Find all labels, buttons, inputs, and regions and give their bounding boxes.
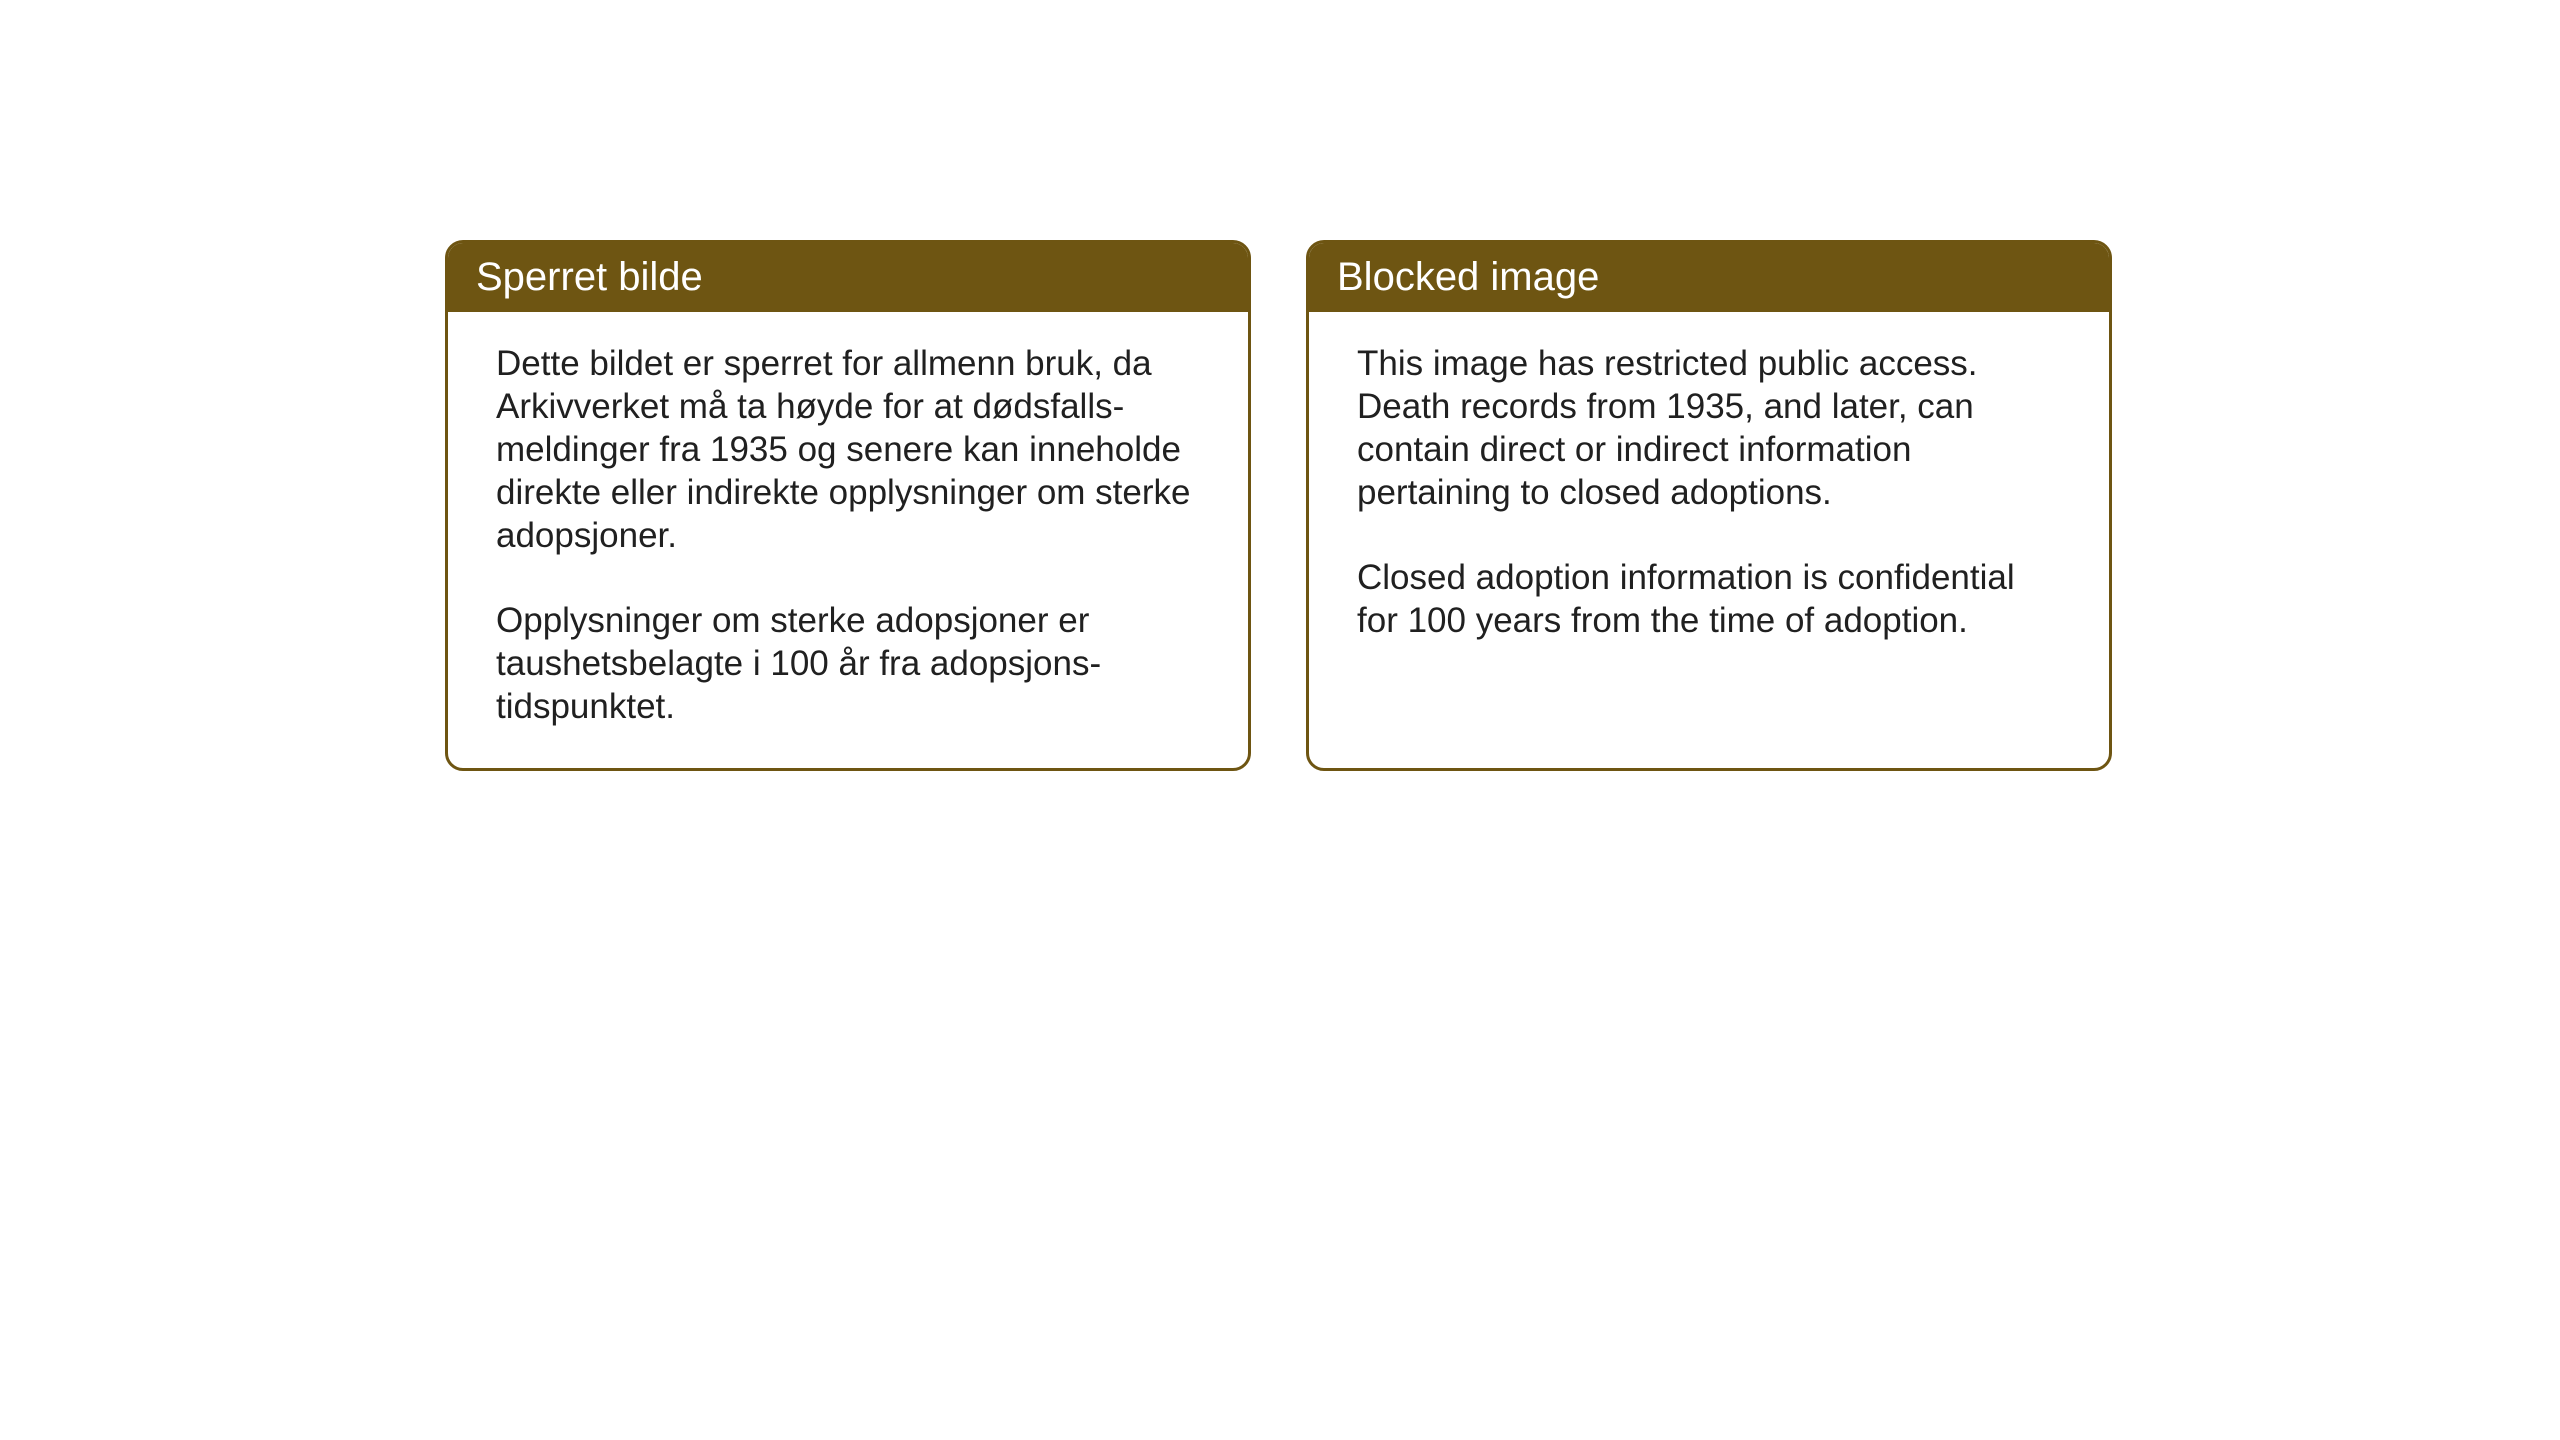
norwegian-card-body: Dette bildet er sperret for allmenn bruk… bbox=[448, 312, 1248, 768]
english-card-header: Blocked image bbox=[1309, 243, 2109, 312]
english-paragraph-2: Closed adoption information is confident… bbox=[1357, 556, 2061, 642]
norwegian-paragraph-2: Opplysninger om sterke adopsjoner er tau… bbox=[496, 599, 1200, 728]
norwegian-card-header: Sperret bilde bbox=[448, 243, 1248, 312]
norwegian-notice-card: Sperret bilde Dette bildet er sperret fo… bbox=[445, 240, 1251, 771]
english-card-body: This image has restricted public access.… bbox=[1309, 312, 2109, 682]
norwegian-paragraph-1: Dette bildet er sperret for allmenn bruk… bbox=[496, 342, 1200, 557]
english-card-title: Blocked image bbox=[1337, 255, 1599, 299]
english-notice-card: Blocked image This image has restricted … bbox=[1306, 240, 2112, 771]
notice-container: Sperret bilde Dette bildet er sperret fo… bbox=[445, 240, 2112, 771]
english-paragraph-1: This image has restricted public access.… bbox=[1357, 342, 2061, 514]
norwegian-card-title: Sperret bilde bbox=[476, 255, 703, 299]
